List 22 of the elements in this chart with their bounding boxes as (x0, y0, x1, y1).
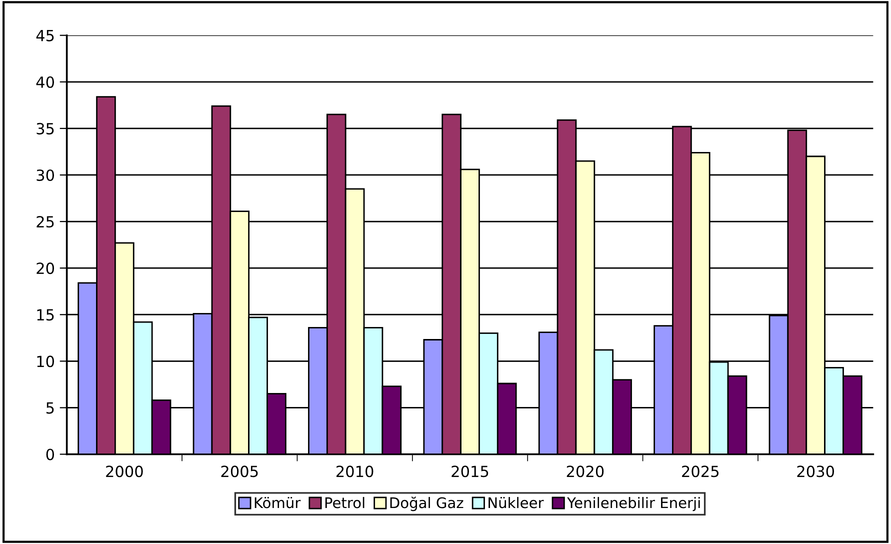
y-tick-label: 25 (36, 216, 54, 228)
x-tick-label: 2005 (221, 466, 258, 478)
y-tick-label: 20 (36, 262, 54, 274)
legend-label: Yenilenebilir Enerji (567, 496, 700, 512)
x-tick-label: 2000 (106, 466, 143, 478)
legend-label: Kömür (254, 496, 301, 508)
y-tick-label: 5 (46, 402, 54, 414)
legend-label: Petrol (325, 496, 364, 508)
y-tick-label: 40 (36, 76, 54, 88)
x-tick-label: 2015 (452, 466, 488, 478)
x-tick-label: 2025 (682, 466, 718, 478)
y-tick-label: 0 (46, 448, 54, 460)
legend-label: Nükleer (488, 496, 544, 508)
y-tick-label: 10 (37, 356, 54, 368)
y-tick-label: 15 (37, 309, 54, 321)
y-tick-label: 30 (36, 169, 54, 182)
legend-label: Doğal Gaz (390, 496, 464, 512)
x-tick-label: 2030 (797, 466, 834, 478)
y-tick-label: 45 (36, 30, 54, 42)
x-tick-label: 2010 (336, 466, 374, 478)
y-tick-label: 35 (36, 122, 54, 134)
x-tick-label: 2020 (566, 466, 604, 478)
